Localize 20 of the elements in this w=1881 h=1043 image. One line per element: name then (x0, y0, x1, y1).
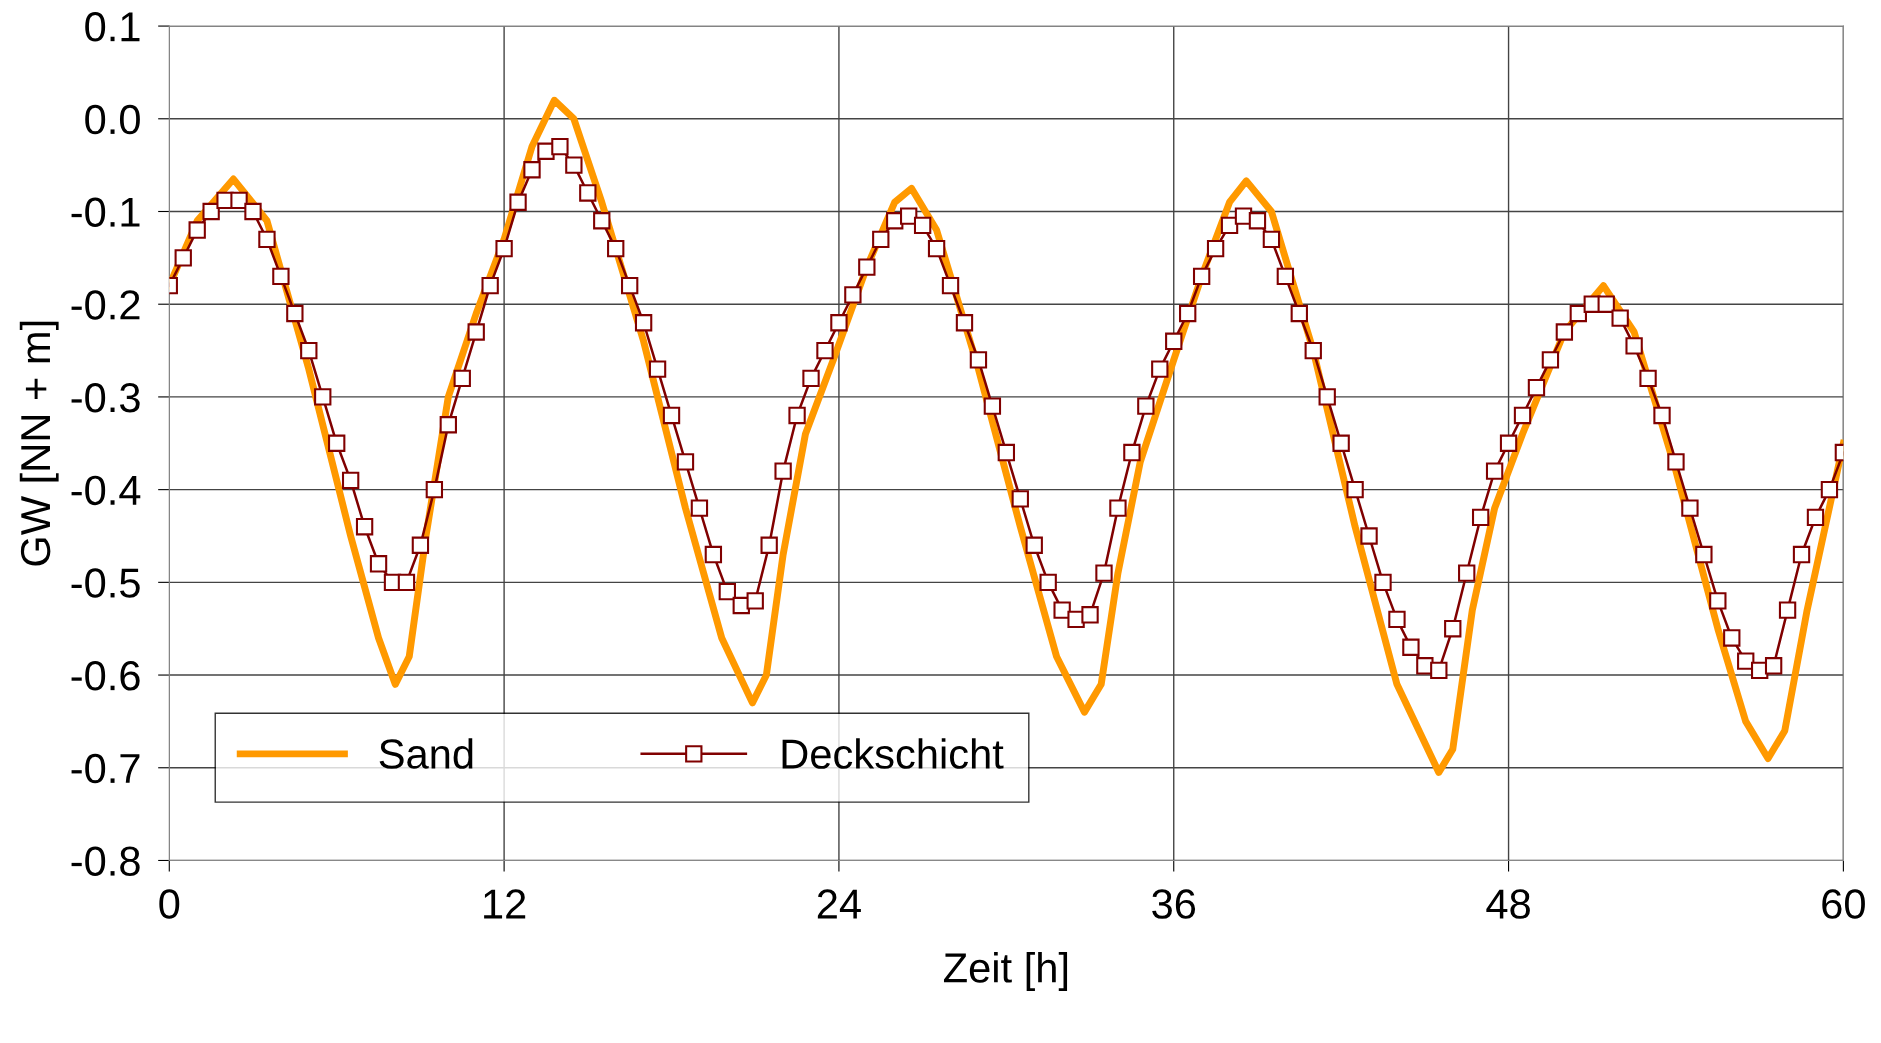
y-tick-label: -0.6 (71, 661, 140, 691)
y-tick-label: -0.8 (71, 846, 140, 876)
y-tick-label: -0.2 (71, 290, 140, 320)
y-axis-title: GW [NN + m] (19, 321, 59, 566)
y-tick-label: 0.1 (85, 12, 140, 42)
y-tick-label: -0.3 (71, 382, 140, 413)
x-tick-label: 24 (817, 889, 861, 919)
x-axis-title: Zeit [h] (943, 952, 1068, 991)
legend-label: Deckschicht (782, 738, 1004, 769)
x-tick-label: 0 (159, 889, 180, 919)
y-tick-label: -0.1 (71, 197, 140, 228)
y-tick-label: 0.0 (85, 104, 140, 135)
y-tick-label: -0.5 (71, 568, 140, 598)
x-tick-label: 48 (1486, 889, 1530, 919)
legend-label: Sand (379, 738, 473, 769)
x-tick-label: 60 (1822, 889, 1865, 919)
y-tick-label: -0.4 (71, 475, 141, 506)
y-tick-label: -0.7 (71, 753, 140, 784)
x-tick-label: 36 (1152, 889, 1196, 919)
x-tick-label: 12 (484, 889, 526, 919)
